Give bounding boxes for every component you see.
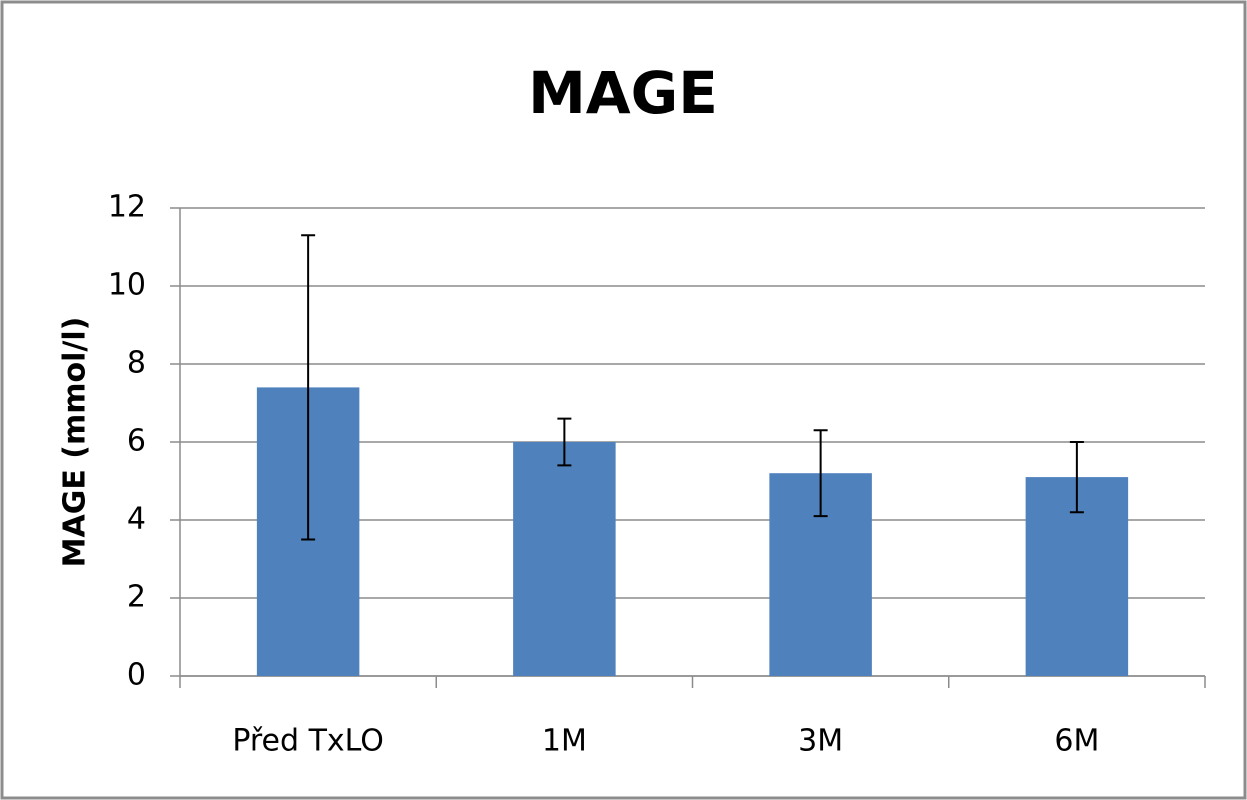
y-tick-label: 12 — [108, 190, 146, 225]
error-bar — [1069, 441, 1084, 514]
y-tick-label: 4 — [127, 502, 146, 537]
y-tick-label: 8 — [127, 346, 146, 381]
y-tick-label: 2 — [127, 580, 146, 615]
bar — [513, 442, 616, 676]
chart-title: MAGE — [528, 59, 718, 127]
error-bar — [557, 417, 572, 467]
y-tick-label: 0 — [127, 658, 146, 693]
error-bar — [301, 234, 316, 541]
y-tick-label: 10 — [108, 268, 146, 303]
y-axis-label: MAGE (mmol/l) — [58, 317, 93, 568]
x-tick-label: 3M — [798, 724, 843, 759]
y-tick-label: 6 — [127, 424, 146, 459]
error-bar — [813, 429, 828, 518]
x-tick-label: 1M — [542, 724, 587, 759]
x-tick-label: Před TxLO — [232, 724, 384, 759]
x-tick-label: 6M — [1054, 724, 1099, 759]
